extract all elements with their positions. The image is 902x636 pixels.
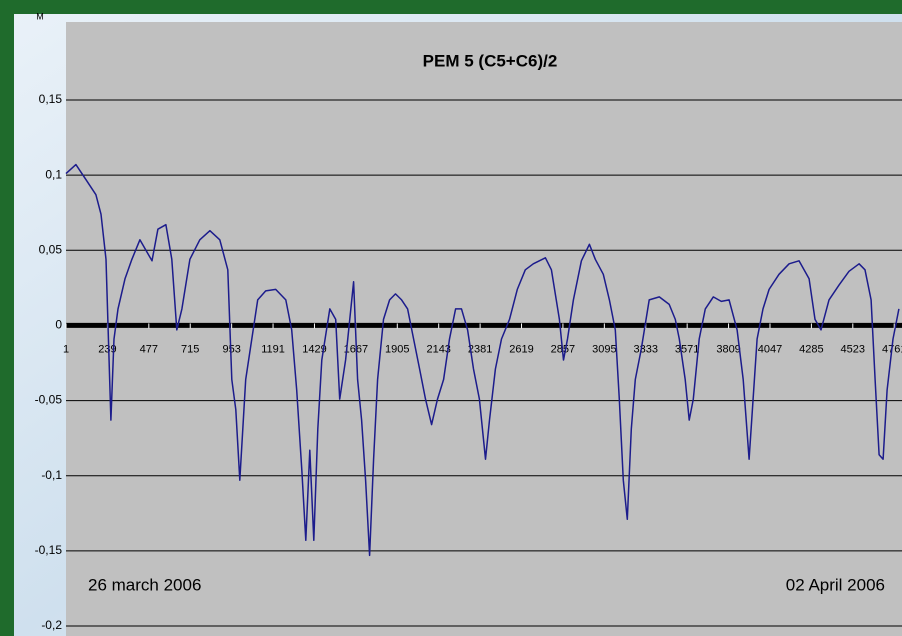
- y-axis-label: M: [36, 11, 44, 21]
- x-tick-label: 3571: [675, 343, 699, 355]
- x-tick-label: 2143: [426, 343, 450, 355]
- x-tick-label: 4523: [841, 343, 865, 355]
- y-tick-label: 0: [55, 318, 62, 332]
- x-tick-label: 715: [181, 343, 199, 355]
- x-tick-label: 1429: [302, 343, 326, 355]
- x-tick-label: 4047: [758, 343, 782, 355]
- y-tick-label: 0,1: [45, 167, 62, 181]
- x-tick-label: 1905: [385, 343, 409, 355]
- y-tick-label: -0,15: [35, 543, 63, 557]
- y-tick-label: -0,05: [35, 393, 63, 407]
- y-tick-label: 0,15: [39, 92, 63, 106]
- x-tick-label: 3095: [592, 343, 616, 355]
- data-line: [65, 163, 900, 557]
- x-tick-label: 4285: [799, 343, 823, 355]
- annotation: 26 march 2006: [88, 575, 201, 594]
- annotation: 02 April 2006: [786, 575, 885, 594]
- y-tick-label: -0,2: [41, 618, 62, 632]
- x-tick-label: 477: [140, 343, 158, 355]
- plot-area: [66, 22, 902, 636]
- x-tick-label: 2381: [468, 343, 492, 355]
- x-tick-label: 3333: [634, 343, 658, 355]
- x-tick-label: 239: [98, 343, 116, 355]
- x-tick-label: 1191: [261, 343, 285, 355]
- y-tick-label: -0,1: [41, 468, 62, 482]
- chart-title: PEM 5 (C5+C6)/2: [423, 51, 558, 70]
- x-tick-label: 953: [222, 343, 240, 355]
- x-tick-label: 1: [63, 343, 69, 355]
- x-tick-label: 2619: [509, 343, 533, 355]
- y-tick-label: 0,05: [39, 242, 63, 256]
- x-tick-label: 3809: [716, 343, 740, 355]
